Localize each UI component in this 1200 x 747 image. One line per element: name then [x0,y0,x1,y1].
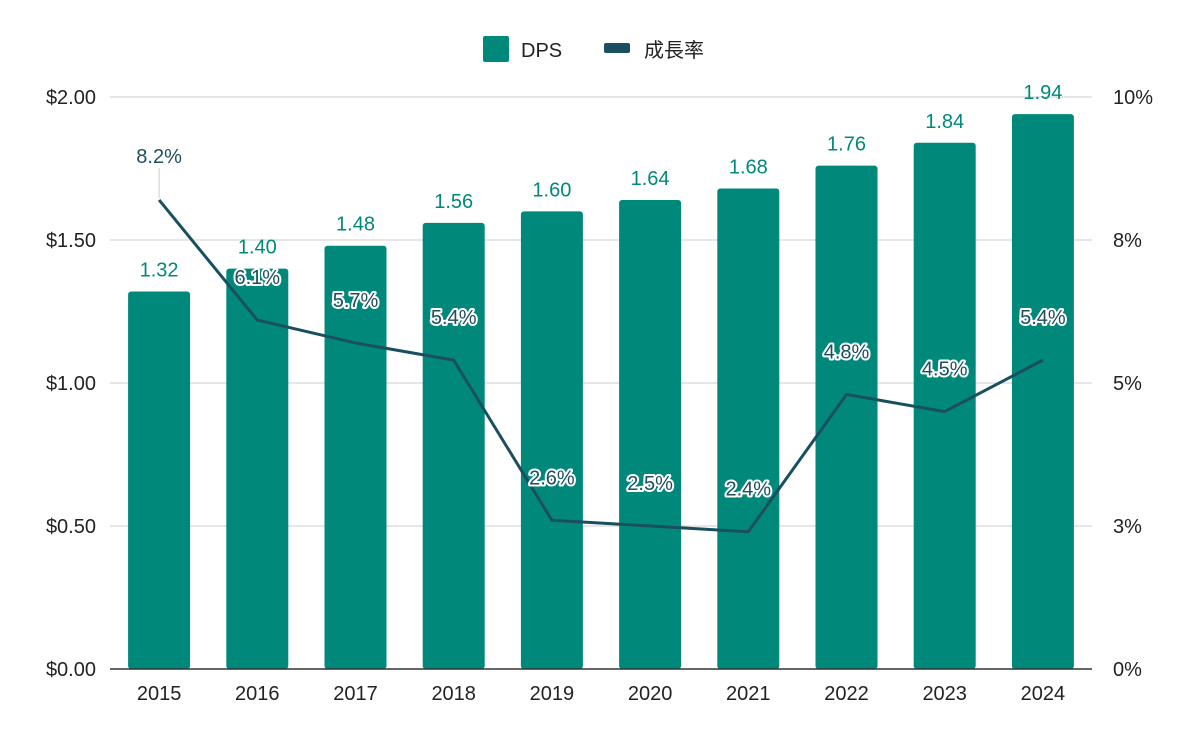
bar-value-label: 1.40 [238,237,277,259]
x-tick-label: 2018 [431,683,476,705]
x-tick-label: 2023 [922,683,967,705]
y-right-tick-label: 0% [1113,659,1142,681]
growth-rate-value-label: 5.7% [333,290,379,312]
bars [128,114,1074,669]
growth-rate-value-label: 5.4% [431,307,477,329]
x-tick-label: 2019 [530,683,575,705]
bar-dps [520,211,583,669]
legend: DPS 成長率 [483,36,704,62]
axes: $0.00 $0.50 $1.00 $1.50 $2.00 0% 3% 5% 8% 10% 2015… [46,87,1153,705]
bar-dps [717,188,780,669]
y-right-tick-label: 10% [1113,87,1153,109]
growth-rate-value-label: 8.2% [136,146,182,168]
y-left-tick-label: $2.00 [46,87,96,109]
bar-dps [913,142,976,669]
bar-value-label: 1.48 [336,214,375,236]
bar-value-label: 1.56 [434,191,473,213]
legend-swatch-growth-rate [604,43,630,53]
x-tick-label: 2024 [1021,683,1066,705]
y-right-tick-label: 8% [1113,230,1142,252]
y-left-tick-label: $0.00 [46,659,96,681]
bar-dps [815,165,878,669]
growth-rate-value-label: 2.4% [726,479,772,501]
y-right-tick-label: 5% [1113,373,1142,395]
legend-swatch-dps [483,36,509,62]
x-tick-label: 2022 [824,683,869,705]
growth-rate-value-label: 5.4% [1020,307,1066,329]
y-right-tick-label: 3% [1113,516,1142,538]
bar-value-label: 1.94 [1023,82,1062,104]
bar-value-label: 1.32 [140,259,179,281]
bar-dps [128,291,191,669]
y-left-tick-label: $1.00 [46,373,96,395]
data-labels: 1.32 1.40 1.48 1.56 1.60 1.64 1.68 1.76 1.84 1.94… [134,82,1068,503]
growth-rate-value-label: 2.6% [529,467,575,489]
y-left-tick-label: $0.50 [46,516,96,538]
x-tick-label: 2015 [137,683,182,705]
growth-rate-value-label: 6.1% [235,267,281,289]
bar-dps [324,245,387,669]
growth-rate-line [157,199,1044,534]
bar-value-label: 1.60 [532,179,571,201]
legend-label-growth-rate: 成長率 [644,39,704,62]
bar-dps [1011,114,1074,669]
legend-label-dps: DPS [521,40,562,62]
x-tick-label: 2020 [628,683,673,705]
growth-rate-value-label: 4.5% [922,359,968,381]
x-tick-label: 2016 [235,683,280,705]
x-tick-label: 2021 [726,683,771,705]
growth-rate-value-label: 4.8% [824,341,870,363]
bar-value-label: 1.76 [827,134,866,156]
growth-rate-value-label: 2.5% [627,473,673,495]
bar-value-label: 1.84 [925,111,964,133]
bar-dps [619,199,682,669]
x-tick-label: 2017 [333,683,378,705]
bar-dps [226,268,289,669]
growth-rate-line-layer [157,167,1044,534]
bar-value-label: 1.68 [729,157,768,179]
bar-dps [422,222,485,669]
y-left-tick-label: $1.50 [46,230,96,252]
bar-value-label: 1.64 [631,168,670,190]
